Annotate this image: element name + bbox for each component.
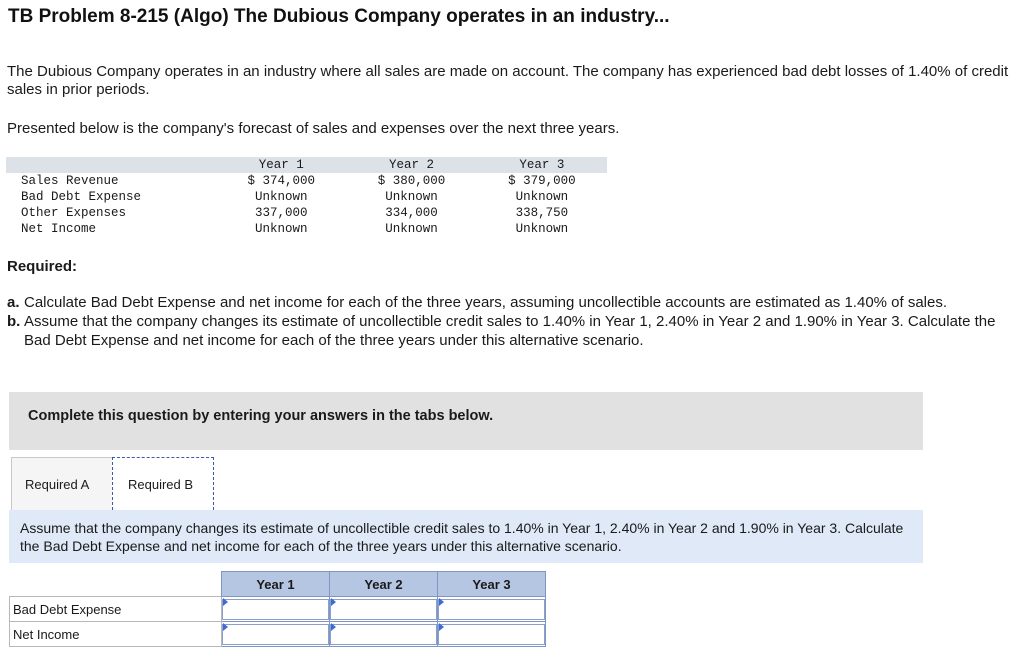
requirements-list: a. Calculate Bad Debt Expense and net in… (7, 293, 1017, 350)
input-marker-icon (439, 598, 444, 606)
forecast-header-year-3: Year 3 (476, 157, 607, 173)
tab-required-b[interactable]: Required B (112, 457, 214, 510)
net-income-year-1-input[interactable] (222, 623, 329, 645)
forecast-row-label: Other Expenses (21, 206, 127, 220)
requirement-letter: a. (7, 294, 20, 311)
bad-debt-year-1-input[interactable] (222, 598, 329, 620)
forecast-cell: Unknown (254, 190, 308, 204)
problem-intro: The Dubious Company operates in an indus… (7, 63, 1009, 98)
tab-prompt: Assume that the company changes its esti… (9, 510, 923, 563)
answer-row-label: Bad Debt Expense (9, 596, 222, 622)
forecast-row-label: Bad Debt Expense (21, 190, 142, 204)
forecast-cell: $ 374,000 (247, 174, 315, 188)
answer-table: Year 1 Year 2 Year 3 Bad Debt Expense Ne… (9, 571, 546, 647)
input-marker-icon (223, 598, 228, 606)
forecast-table: Year 1 Year 2 Year 3 Sales Revenue $ 374… (6, 157, 607, 237)
forecast-row-sales-revenue: Sales Revenue $ 374,000 $ 380,000 $ 379,… (6, 173, 607, 189)
requirement-text: Calculate Bad Debt Expense and net incom… (24, 294, 948, 311)
problem-title: TB Problem 8-215 (Algo) The Dubious Comp… (8, 6, 670, 27)
forecast-row-other-expenses: Other Expenses 337,000 334,000 338,750 (6, 205, 607, 221)
answer-header-row: Year 1 Year 2 Year 3 (9, 571, 546, 597)
forecast-header-year-1: Year 1 (216, 157, 347, 173)
answer-row-label: Net Income (9, 621, 222, 647)
answer-row-net-income: Net Income (9, 621, 546, 647)
answer-row-bad-debt-expense: Bad Debt Expense (9, 596, 546, 622)
net-income-year-2-input[interactable] (330, 623, 437, 645)
tab-required-a[interactable]: Required A (11, 457, 113, 510)
input-marker-icon (439, 623, 444, 631)
forecast-intro: Presented below is the company's forecas… (7, 120, 620, 137)
forecast-cell: Unknown (385, 190, 438, 204)
requirement-letter: b. (7, 313, 21, 330)
answer-header-year-1: Year 1 (221, 571, 330, 597)
forecast-row-net-income: Net Income Unknown Unknown Unknown (6, 221, 607, 237)
requirement-a: a. Calculate Bad Debt Expense and net in… (7, 293, 1017, 312)
forecast-cell: 338,750 (515, 206, 569, 220)
forecast-row-bad-debt-expense: Bad Debt Expense Unknown Unknown Unknown (6, 189, 607, 205)
forecast-cell: $ 380,000 (377, 174, 446, 188)
answer-header-year-2: Year 2 (329, 571, 438, 597)
forecast-cell: Unknown (515, 222, 569, 236)
input-marker-icon (223, 623, 228, 631)
input-marker-icon (331, 598, 336, 606)
forecast-cell: Unknown (385, 222, 438, 236)
bad-debt-year-3-input[interactable] (438, 598, 545, 620)
forecast-header-row: Year 1 Year 2 Year 3 (6, 157, 607, 173)
input-marker-icon (331, 623, 336, 631)
required-heading: Required: (7, 258, 78, 275)
forecast-cell: 337,000 (254, 206, 308, 220)
forecast-row-label: Net Income (21, 222, 97, 236)
forecast-cell: Unknown (515, 190, 569, 204)
instructions-banner: Complete this question by entering your … (9, 392, 923, 450)
net-income-year-3-input[interactable] (438, 623, 545, 645)
requirement-text: Assume that the company changes its esti… (24, 313, 996, 349)
forecast-row-label: Sales Revenue (21, 174, 119, 188)
forecast-cell: 334,000 (385, 206, 438, 220)
forecast-header-year-2: Year 2 (346, 157, 477, 173)
bad-debt-year-2-input[interactable] (330, 598, 437, 620)
forecast-cell: Unknown (254, 222, 308, 236)
forecast-cell: $ 379,000 (508, 174, 576, 188)
requirement-b: b. Assume that the company changes its e… (7, 312, 1017, 350)
answer-header-year-3: Year 3 (437, 571, 546, 597)
